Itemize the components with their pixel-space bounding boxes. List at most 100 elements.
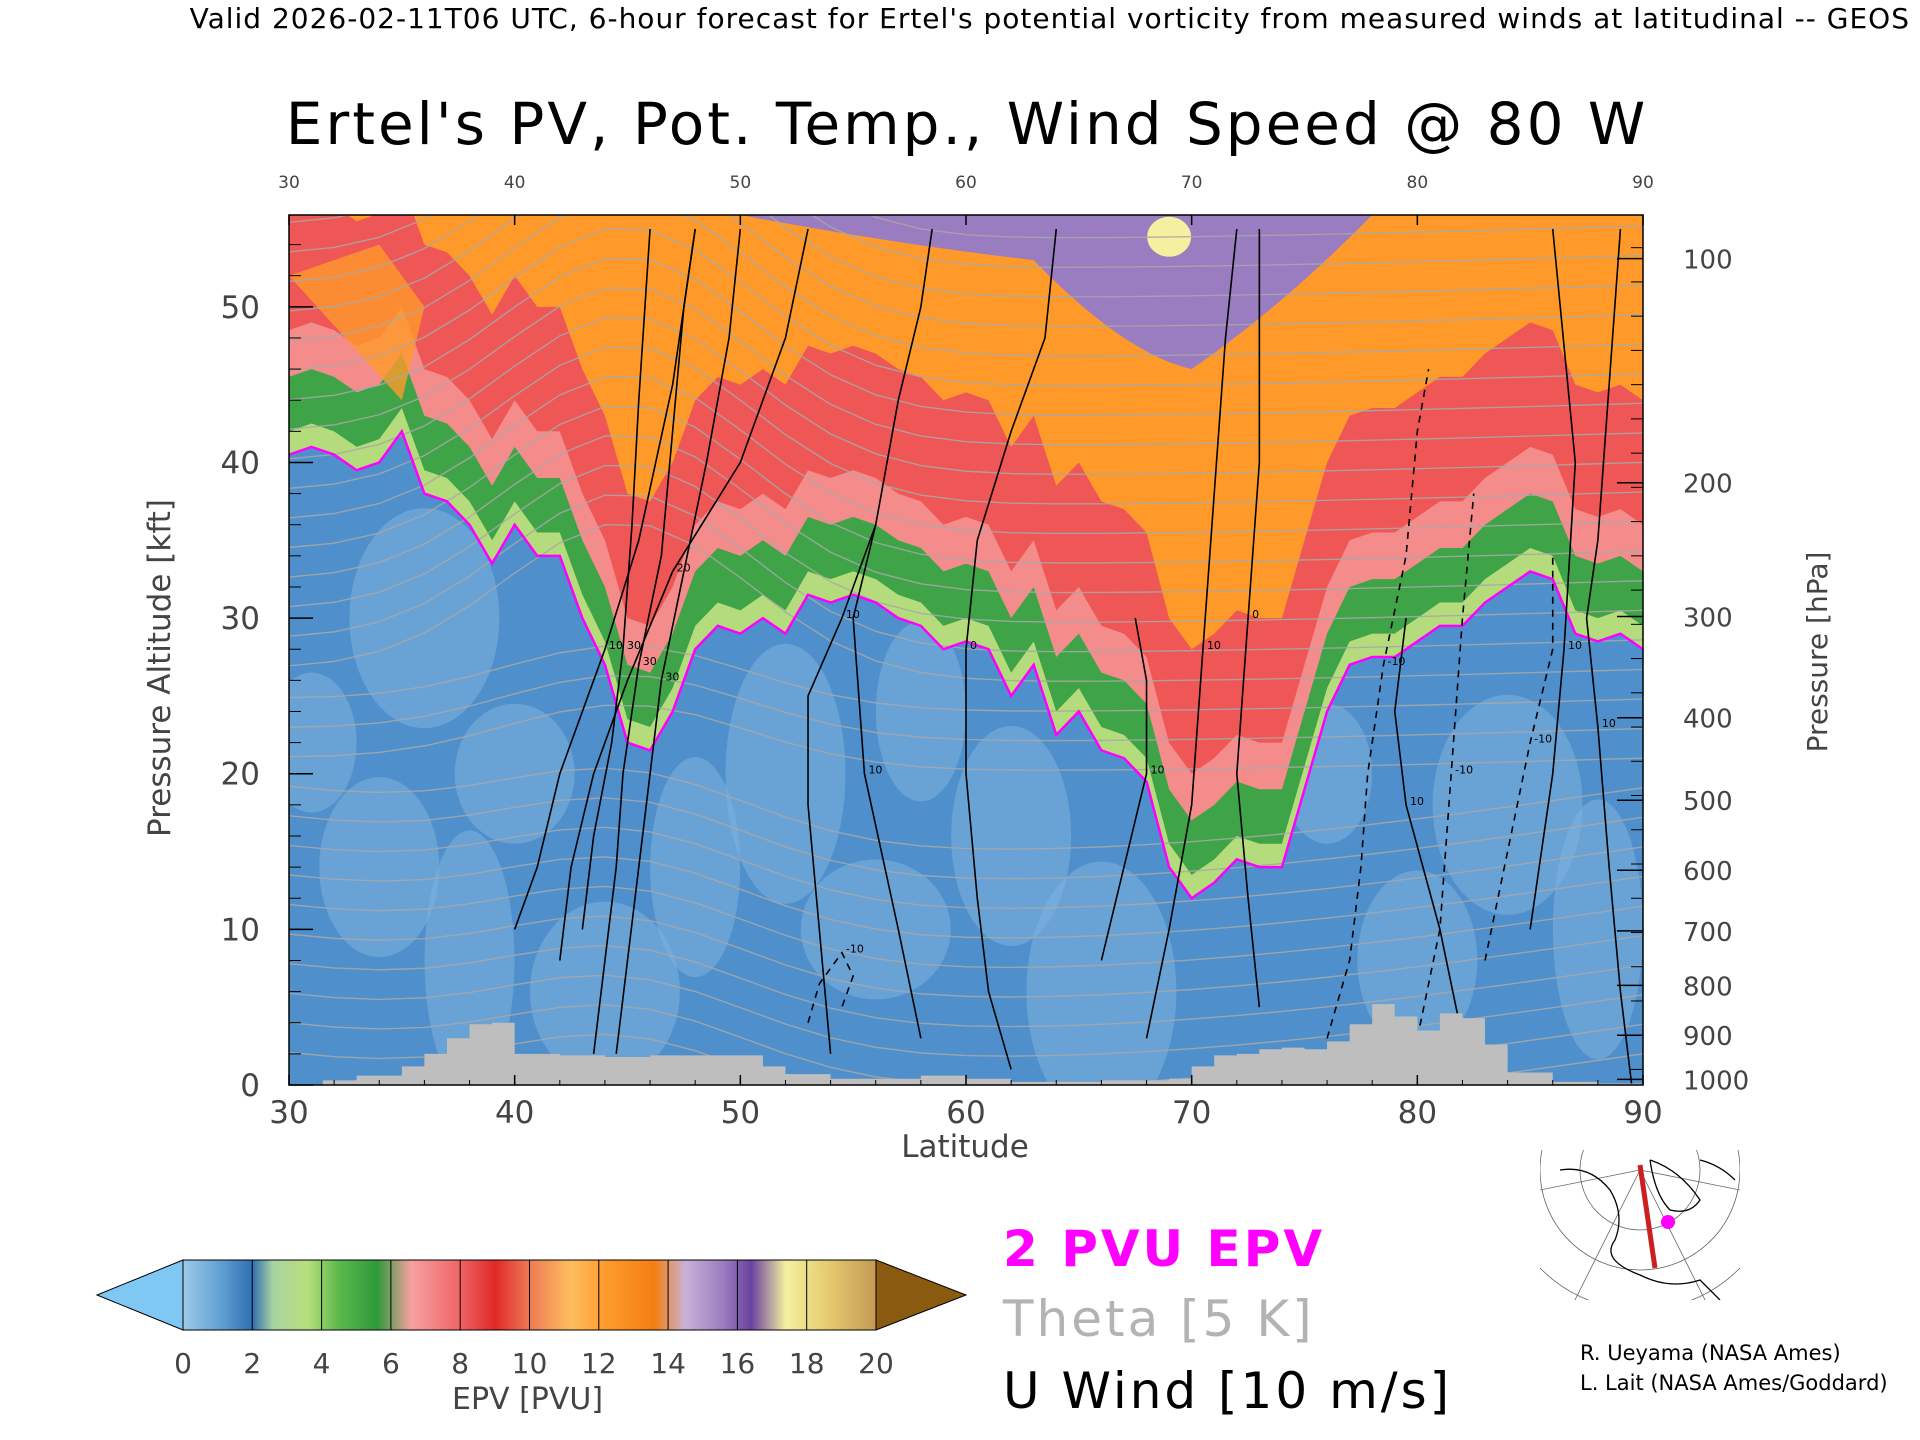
field-light-blue-patch	[289, 672, 357, 813]
inset-locator-map	[1540, 1150, 1740, 1300]
u-wind-contour-label: 10	[609, 639, 623, 652]
u-wind-contour	[513, 228, 696, 930]
colorbar-tick-label: 10	[512, 1347, 548, 1380]
theta-isentrope	[289, 944, 1643, 1028]
inset-location-marker	[1661, 1215, 1675, 1229]
colorbar-tick-label: 8	[451, 1347, 469, 1380]
credit-line-2: L. Lait (NASA Ames/Goddard)	[1580, 1371, 1888, 1395]
colorbar-tick-label: 14	[650, 1347, 686, 1380]
colorbar-label: EPV [PVU]	[452, 1382, 604, 1417]
field-light-blue-patch	[725, 643, 846, 904]
theta-isentrope	[289, 826, 1643, 909]
field-light-blue-patch	[1026, 861, 1177, 1085]
inset-latitude-circle	[1540, 1150, 1740, 1271]
u-wind-contour-label: 0	[1252, 608, 1259, 621]
theta-isentrope	[289, 405, 1643, 564]
theta-isentrope	[289, 435, 1643, 594]
u-wind-contour	[1529, 228, 1577, 930]
colorbar-tick-label: 4	[313, 1347, 331, 1380]
pressure-tick-label: 100	[1683, 246, 1733, 276]
u-wind-contour-label: 30	[627, 639, 641, 652]
theta-isentrope	[289, 215, 1643, 298]
inset-coastlines	[1559, 1159, 1736, 1300]
theta-isentrope	[289, 464, 1643, 623]
x-top-tick-label: 30	[278, 173, 300, 193]
pressure-tick-label: 400	[1683, 705, 1733, 735]
x-tick-label: 70	[1172, 1095, 1211, 1131]
inset-meridian	[1639, 1169, 1706, 1300]
credit-line-1: R. Ueyama (NASA Ames)	[1580, 1341, 1841, 1365]
field-light-blue-patch	[319, 777, 440, 958]
field-light-blue-patch	[1552, 799, 1643, 1060]
u-wind-contour	[592, 228, 696, 1054]
pressure-tick-label: 500	[1683, 787, 1733, 817]
field-light-blue-patch	[951, 725, 1072, 946]
theta-isentrope	[289, 346, 1643, 505]
x-tick-label: 60	[946, 1095, 985, 1131]
inset-meridian	[1574, 1169, 1641, 1300]
pressure-tick-label: 300	[1683, 604, 1733, 634]
pressure-tick-label: 600	[1683, 857, 1733, 887]
theta-isentrope	[289, 215, 1643, 357]
y-tick-label: 40	[221, 445, 260, 481]
y-tick-label: 0	[240, 1068, 260, 1104]
u-wind-contour-label: 10	[868, 764, 882, 777]
field-light-blue-patch	[424, 830, 515, 1085]
u-wind-contour	[852, 524, 922, 1039]
pressure-tick-label: 700	[1683, 918, 1733, 948]
pressure-tick-label: 200	[1683, 470, 1733, 500]
pvu-2-contour	[289, 428, 1643, 900]
legend-2pvu-epv: 2 PVU EPV	[1003, 1220, 1326, 1278]
theta-isentrope	[289, 228, 1643, 387]
legend-u-wind: U Wind [10 m/s]	[1003, 1362, 1453, 1420]
theta-isentrope	[289, 287, 1643, 446]
field-light-blue-patch	[349, 508, 500, 729]
theta-isentrope	[289, 885, 1643, 969]
field-band-left-top	[289, 244, 425, 401]
x-tick-label: 30	[269, 1095, 308, 1131]
u-wind-contour	[1235, 229, 1261, 1008]
u-wind-contour-label: -10	[1387, 655, 1405, 668]
u-wind-contour-label: -10	[1534, 733, 1552, 746]
u-wind-contour	[615, 228, 742, 1054]
theta-isentrope	[289, 915, 1643, 998]
u-wind-contour-label: 0	[970, 639, 977, 652]
colorbar-tick-label: 2	[243, 1347, 261, 1380]
x-top-tick-label: 90	[1632, 173, 1654, 193]
y-tick-label: 30	[221, 601, 260, 637]
colorbar-tick-label: 6	[382, 1347, 400, 1380]
terrain-mask	[289, 1004, 1643, 1085]
x-top-tick-label: 50	[730, 173, 752, 193]
pressure-tick-label: 1000	[1683, 1066, 1749, 1096]
u-wind-contour	[559, 228, 809, 961]
theta-isentrope	[289, 1033, 1643, 1085]
x-top-tick-label: 70	[1181, 173, 1203, 193]
valid-time-header: Valid 2026-02-11T06 UTC, 6-hour forecast…	[189, 2, 1910, 35]
u-wind-contour-label: -10	[846, 943, 864, 956]
x-tick-label: 80	[1398, 1095, 1437, 1131]
field-light-blue-patch	[454, 703, 575, 844]
u-wind-contour-label: 10	[1602, 717, 1616, 730]
x-top-tick-label: 40	[504, 173, 526, 193]
y-tick-label: 20	[221, 757, 260, 793]
u-wind-contour	[1100, 617, 1148, 961]
colorbar-tick-label: 18	[789, 1347, 825, 1380]
u-wind-contour-label: 10	[846, 608, 860, 621]
u-wind-contour-label: 10	[1151, 764, 1165, 777]
field-band-15pvu	[740, 215, 1373, 370]
u-wind-contour	[1484, 555, 1554, 961]
pressure-tick-label: 800	[1683, 972, 1733, 1002]
inset-cross-section-track	[1637, 1164, 1658, 1269]
u-wind-contour	[965, 228, 1058, 1070]
u-wind-contour	[807, 951, 855, 1023]
inset-map-body	[1540, 1150, 1740, 1300]
y-tick-label: 10	[221, 912, 260, 948]
field-light-blue-patch	[1432, 694, 1583, 915]
chart-title: Ertel's PV, Pot. Temp., Wind Speed @ 80 …	[286, 90, 1649, 158]
u-wind-contour-label: 10	[1410, 795, 1424, 808]
x-tick-label: 40	[495, 1095, 534, 1131]
y-axis-label: Pressure Altitude [kft]	[142, 499, 178, 837]
